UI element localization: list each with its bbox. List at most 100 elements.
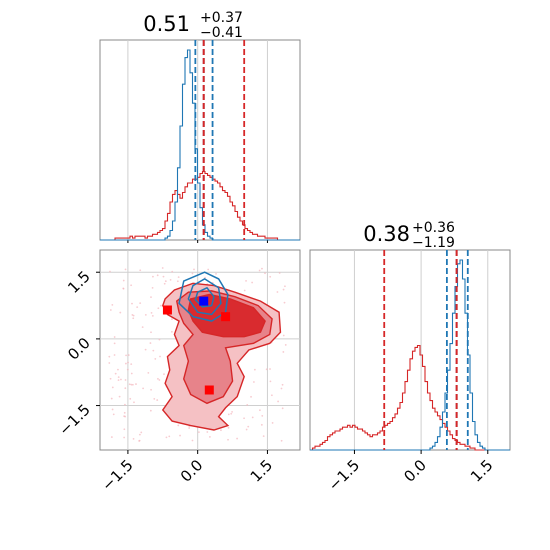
scatter-point: [120, 378, 122, 381]
scatter-point: [141, 326, 144, 329]
scatter-point: [132, 438, 135, 440]
scatter-point: [123, 428, 126, 431]
side-panel-title-lower: −1.19: [412, 235, 455, 251]
scatter-point: [139, 302, 142, 305]
top-panel-title-lower: −0.41: [200, 25, 243, 41]
scatter-point: [127, 361, 129, 364]
scatter-point: [135, 383, 137, 385]
red-square-marker: [204, 385, 214, 395]
scatter-point: [159, 304, 162, 307]
scatter-point: [220, 429, 222, 432]
side-panel-title-value: 0.38: [363, 222, 410, 246]
blue-contour-middle: [187, 278, 222, 316]
scatter-point: [280, 387, 283, 390]
scatter-point: [136, 306, 139, 309]
scatter-point: [147, 371, 150, 374]
scatter-point: [171, 270, 174, 273]
y-tick-label: −1.5: [55, 401, 93, 439]
scatter-point: [269, 380, 272, 383]
scatter-point: [130, 284, 133, 287]
scatter-point: [144, 348, 147, 351]
scatter-point: [161, 267, 164, 269]
top-panel-frame: [99, 39, 301, 241]
scatter-point: [168, 435, 171, 438]
scatter-point: [245, 428, 248, 431]
scatter-point: [265, 368, 268, 371]
scatter-point: [236, 437, 239, 440]
scatter-point: [276, 291, 279, 293]
scatter-point: [157, 377, 159, 380]
scatter-point: [207, 268, 210, 271]
scatter-point: [231, 410, 233, 413]
scatter-point: [113, 354, 116, 356]
scatter-point: [114, 372, 117, 375]
scatter-point: [253, 368, 256, 371]
scatter-point: [124, 403, 126, 406]
scatter-point: [113, 336, 116, 338]
scatter-point: [269, 275, 272, 278]
joint-contour-panel: −1.5 0.0 1.5 −1.5 0.0 1.5: [55, 249, 301, 495]
scatter-point: [117, 379, 120, 382]
scatter-point: [149, 342, 152, 344]
scatter-point: [108, 362, 111, 364]
scatter-point: [124, 387, 127, 390]
side-blue-histogram: [310, 259, 510, 451]
scatter-point: [125, 362, 127, 365]
scatter-point: [158, 379, 161, 381]
scatter-point: [247, 425, 250, 428]
scatter-point: [119, 311, 122, 314]
scatter-point: [271, 422, 274, 424]
scatter-point: [111, 408, 114, 411]
scatter-point: [139, 269, 142, 272]
scatter-point: [132, 314, 135, 317]
scatter-point: [123, 415, 126, 418]
scatter-point: [282, 288, 285, 291]
x-tick-label: 1.5: [247, 456, 277, 486]
scatter-point: [169, 278, 172, 281]
scatter-point: [198, 431, 200, 433]
scatter-point: [144, 314, 147, 316]
scatter-point: [109, 270, 111, 273]
x-tick-label: −1.5: [98, 456, 136, 494]
scatter-point: [162, 275, 165, 278]
scatter-point: [206, 431, 209, 433]
scatter-point: [133, 401, 135, 404]
scatter-point: [278, 272, 281, 274]
scatter-point: [246, 404, 249, 406]
scatter-point: [281, 383, 284, 386]
scatter-point: [258, 269, 261, 272]
scatter-point: [281, 407, 284, 410]
scatter-point: [125, 354, 127, 357]
scatter-point: [283, 301, 286, 304]
scatter-point: [264, 272, 266, 275]
top-red-histogram: [100, 171, 300, 241]
scatter-point: [150, 311, 153, 314]
scatter-point: [269, 368, 271, 370]
scatter-point: [262, 435, 265, 437]
scatter-point: [130, 372, 133, 375]
scatter-point: [270, 394, 273, 397]
scatter-point: [227, 426, 230, 429]
side-histogram-panel: −1.5 0.0 1.5 0.38 +0.36 −1.19: [309, 220, 511, 495]
scatter-point: [284, 344, 287, 346]
scatter-point: [156, 399, 159, 401]
scatter-point: [282, 334, 285, 337]
scatter-point: [188, 427, 191, 429]
side-panel-quantile-lines: [383, 250, 469, 450]
side-panel-title-upper: +0.36: [412, 220, 455, 236]
scatter-point: [227, 438, 229, 441]
scatter-point: [109, 377, 112, 380]
scatter-point: [152, 275, 154, 278]
scatter-point: [150, 331, 152, 334]
side-red-histogram: [310, 344, 510, 451]
scatter-point: [245, 279, 247, 282]
scatter-point: [277, 400, 279, 403]
scatter-point: [157, 307, 160, 310]
scatter-point: [153, 397, 156, 400]
scatter-point: [171, 318, 173, 321]
scatter-point: [191, 439, 194, 442]
scatter-point: [284, 285, 286, 288]
scatter-point: [122, 287, 125, 290]
scatter-point: [151, 286, 154, 289]
